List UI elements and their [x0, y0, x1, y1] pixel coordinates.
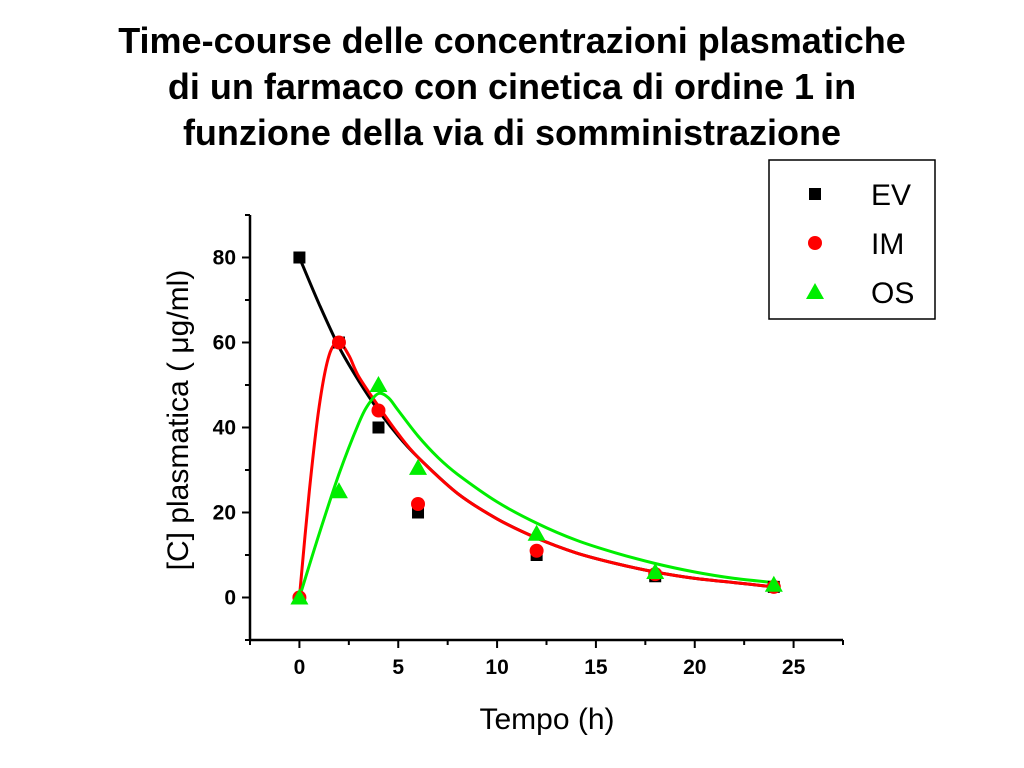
- legend-marker-os: [806, 283, 824, 299]
- data-point-ev: [293, 251, 306, 264]
- chart-title-line: Time-course delle concentrazioni plasmat…: [118, 20, 906, 61]
- x-tick-label: 0: [294, 656, 306, 679]
- y-tick-label: 0: [224, 587, 236, 610]
- data-point-os: [409, 458, 428, 475]
- legend-box: [768, 159, 936, 320]
- y-axis-label: [C] plasmatica ( μg/ml): [162, 270, 195, 571]
- data-point-os: [527, 524, 546, 541]
- data-markers: [290, 251, 783, 605]
- y-tick-label: 40: [213, 417, 236, 440]
- legend-label-im: IM: [871, 228, 904, 261]
- x-tick-label: 20: [683, 656, 706, 679]
- y-tick-label: 20: [213, 502, 236, 525]
- data-point-ev: [372, 421, 385, 434]
- data-point-im: [331, 335, 346, 350]
- data-point-im: [411, 497, 426, 511]
- data-point-im: [529, 543, 544, 558]
- legend-label-ev: EV: [871, 179, 911, 212]
- x-tick-label: 10: [485, 656, 508, 679]
- data-point-os: [369, 376, 388, 392]
- legend-marker-ev: [809, 188, 821, 200]
- y-tick-label: 80: [213, 247, 236, 270]
- x-axis-label: Tempo (h): [479, 703, 614, 736]
- y-tick-label: 60: [213, 332, 236, 355]
- data-point-os: [646, 563, 665, 579]
- legend-marker-im: [808, 236, 822, 250]
- data-point-os: [329, 482, 348, 499]
- chart-title-line: funzione della via di somministrazione: [182, 112, 842, 153]
- x-tick-label: 15: [584, 656, 608, 679]
- legend-label-os: OS: [871, 277, 914, 310]
- chart-title: Time-course delle concentrazioni plasmat…: [40, 18, 984, 156]
- data-point-im: [371, 403, 386, 418]
- x-tick-label: 25: [782, 656, 806, 679]
- axis-labels: Tempo (h) [C] plasmatica ( μg/ml): [162, 270, 615, 736]
- x-tick-label: 5: [392, 656, 404, 679]
- fit-curve-os: [297, 391, 774, 598]
- axes: 0 20 40 60 80 0 5 10 15 20 25: [213, 214, 844, 679]
- legend: EV IM OS: [768, 159, 936, 320]
- data-point-os: [290, 588, 309, 605]
- chart-title-line: di un farmaco con cinetica di ordine 1 i…: [167, 66, 857, 107]
- data-point-os: [764, 575, 783, 592]
